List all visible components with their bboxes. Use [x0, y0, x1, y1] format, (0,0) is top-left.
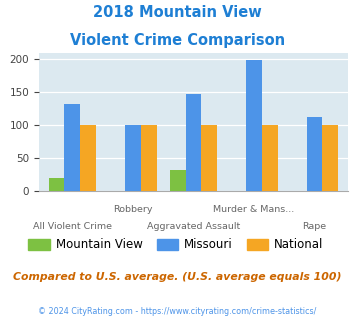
Bar [246, 60, 262, 191]
Text: Violent Crime Comparison: Violent Crime Comparison [70, 33, 285, 48]
Bar [262, 125, 278, 191]
Text: Robbery: Robbery [113, 205, 153, 214]
Text: Compared to U.S. average. (U.S. average equals 100): Compared to U.S. average. (U.S. average … [13, 272, 342, 282]
Text: All Violent Crime: All Violent Crime [33, 222, 112, 231]
Text: Aggravated Assault: Aggravated Assault [147, 222, 240, 231]
Bar [307, 117, 322, 191]
Text: Rape: Rape [302, 222, 327, 231]
Bar [322, 125, 338, 191]
Bar [186, 94, 201, 191]
Bar [65, 104, 80, 191]
Bar [125, 125, 141, 191]
Bar [49, 178, 65, 191]
Bar [201, 125, 217, 191]
Bar [80, 125, 96, 191]
Bar [141, 125, 157, 191]
Text: Murder & Mans...: Murder & Mans... [213, 205, 295, 214]
Text: 2018 Mountain View: 2018 Mountain View [93, 5, 262, 20]
Text: © 2024 CityRating.com - https://www.cityrating.com/crime-statistics/: © 2024 CityRating.com - https://www.city… [38, 307, 317, 316]
Legend: Mountain View, Missouri, National: Mountain View, Missouri, National [24, 234, 328, 256]
Bar [170, 170, 186, 191]
